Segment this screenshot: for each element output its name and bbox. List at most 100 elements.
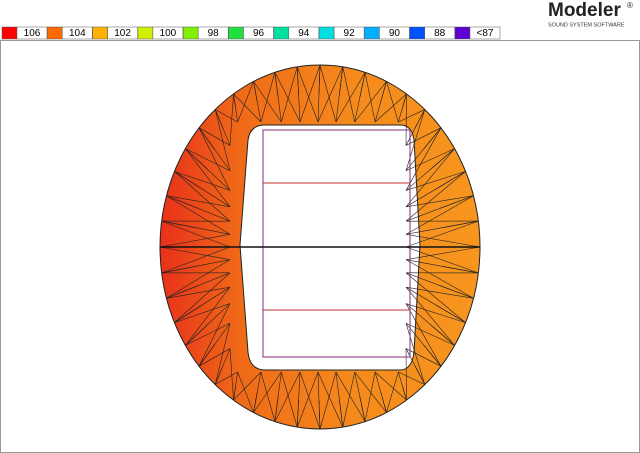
mesh-line	[299, 64, 321, 123]
mesh-line	[405, 246, 481, 260]
legend-label-box	[152, 26, 184, 40]
legend-label-box	[288, 26, 320, 40]
legend-label-box	[424, 26, 455, 40]
mesh-line	[442, 265, 479, 274]
mesh-line	[335, 72, 366, 123]
mesh-line	[342, 371, 355, 428]
legend-label: 96	[253, 28, 265, 39]
mesh-line	[214, 366, 223, 385]
mesh-line	[174, 171, 231, 222]
legend-label: 94	[298, 28, 310, 39]
mesh-line	[380, 392, 387, 413]
legend-label-box	[107, 26, 138, 40]
legend-label: 92	[344, 28, 356, 39]
mesh-line	[405, 246, 479, 274]
mesh-line	[354, 81, 387, 123]
mesh-line	[229, 93, 234, 146]
field-outline	[262, 129, 411, 358]
mesh-line	[214, 109, 231, 171]
mesh-line	[299, 371, 321, 430]
mesh-line	[405, 127, 442, 191]
mesh-line	[185, 148, 231, 172]
mesh-line	[364, 72, 376, 123]
mesh-line	[233, 386, 236, 401]
legend-swatch	[318, 26, 335, 40]
mesh-line	[398, 371, 425, 385]
mesh-line	[253, 81, 282, 123]
mesh-line	[423, 127, 442, 150]
mesh-line	[215, 109, 238, 123]
mesh-line	[296, 66, 299, 95]
mesh-line	[296, 66, 319, 123]
mesh-line	[317, 66, 344, 123]
mesh-line	[198, 127, 231, 146]
mesh-line	[405, 303, 466, 323]
mesh-line	[415, 109, 426, 128]
logo-name: Modeler	[548, 0, 621, 21]
mesh-line	[253, 371, 282, 413]
mesh-line	[296, 399, 299, 428]
legend-label-box	[243, 26, 274, 40]
legend: 106 104 102 100 98 96 94 92 90 88 <87	[1, 26, 501, 40]
mesh-line	[260, 72, 276, 123]
mesh-line	[174, 303, 231, 323]
legend-label: 88	[434, 28, 446, 39]
legend-label-box	[379, 26, 410, 40]
coverage-ring	[159, 64, 481, 430]
mesh-line	[439, 195, 474, 209]
mesh-line	[430, 324, 455, 346]
legend-label: 102	[114, 28, 131, 39]
mesh-line	[339, 66, 344, 95]
mesh-line	[405, 93, 407, 146]
mesh-line	[319, 371, 337, 430]
mesh-line	[174, 171, 203, 190]
mesh-line	[439, 285, 474, 299]
mesh-line	[405, 148, 455, 172]
mesh-line	[166, 286, 231, 299]
legend-label: 106	[24, 28, 41, 39]
legend-swatch	[273, 26, 290, 40]
mesh-line	[214, 323, 231, 385]
mesh-line	[166, 195, 199, 209]
mesh-line	[237, 81, 254, 123]
mesh-line	[185, 148, 231, 207]
legend-label: 90	[389, 28, 401, 39]
mesh-line	[342, 66, 355, 123]
mesh-line	[405, 234, 481, 248]
legend-swatch	[228, 26, 244, 40]
mesh-line	[185, 324, 208, 346]
mesh-line	[233, 371, 262, 401]
mesh-line	[354, 371, 387, 413]
mesh-line	[415, 366, 426, 385]
legend-swatch	[182, 26, 199, 40]
legend-label-box	[62, 26, 93, 40]
mesh-line	[405, 259, 474, 299]
legend-label-box	[469, 26, 501, 40]
mesh-line	[253, 392, 258, 413]
legend-swatch	[409, 26, 425, 40]
mesh-line	[233, 93, 236, 108]
mesh-line	[405, 348, 442, 367]
mesh-line	[317, 371, 344, 428]
mesh-line	[402, 93, 407, 109]
mesh-line	[435, 304, 466, 323]
mesh-line	[281, 66, 298, 123]
mesh-line	[166, 195, 231, 235]
mesh-line	[405, 286, 474, 299]
mesh-line	[198, 348, 231, 367]
mesh-line	[405, 286, 455, 346]
mesh-line	[359, 396, 366, 422]
mesh-line	[405, 303, 442, 367]
mesh-line	[274, 72, 301, 123]
mesh-line	[166, 195, 231, 208]
mesh-line	[161, 246, 231, 274]
mesh-line	[318, 64, 321, 94]
mesh-line	[159, 246, 231, 260]
mesh-line	[335, 371, 366, 422]
mesh-line	[405, 220, 479, 248]
mesh-line	[274, 371, 301, 422]
mesh-line	[405, 148, 455, 208]
mesh-line	[185, 322, 231, 346]
mesh-line	[237, 371, 254, 413]
mesh-line	[174, 171, 231, 191]
